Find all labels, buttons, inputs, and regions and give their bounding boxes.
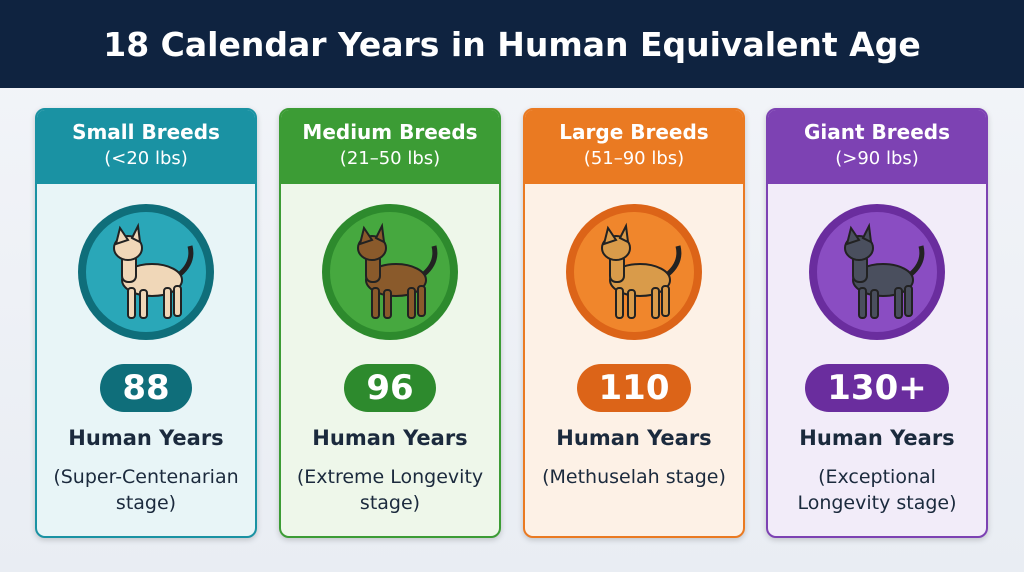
breed-name: Large Breeds xyxy=(559,120,709,144)
breed-name: Giant Breeds xyxy=(804,120,950,144)
breed-card: Medium Breeds (21–50 lbs) 96 Human Years (Ex… xyxy=(279,108,501,538)
age-unit: Human Years xyxy=(799,426,955,450)
dog-icon xyxy=(566,204,702,340)
age-unit: Human Years xyxy=(68,426,224,450)
breed-card: Small Breeds (<20 lbs) 88 Human Years (Super… xyxy=(35,108,257,538)
weight-range: (21–50 lbs) xyxy=(339,148,441,169)
weight-range: (<20 lbs) xyxy=(104,148,188,169)
age-badge: 110 xyxy=(576,364,692,412)
life-stage: (Extreme Longevity stage) xyxy=(296,466,484,514)
card-header: Small Breeds (<20 lbs) xyxy=(37,110,255,184)
dog-icon xyxy=(322,204,458,340)
age-badge: 96 xyxy=(344,364,436,412)
age-unit: Human Years xyxy=(312,426,468,450)
breed-name: Medium Breeds xyxy=(302,120,478,144)
breed-card: Giant Breeds (>90 lbs) 130+ Human Years (Exc… xyxy=(766,108,988,538)
life-stage: (Super-Centenarian stage) xyxy=(53,466,239,514)
weight-range: (>90 lbs) xyxy=(835,148,919,169)
card-header: Giant Breeds (>90 lbs) xyxy=(768,110,986,184)
life-stage: (Methuselah stage) xyxy=(542,466,726,488)
dog-icon xyxy=(809,204,945,340)
dog-icon xyxy=(78,204,214,340)
breed-card: Large Breeds (51–90 lbs) 110 Human Years (Me… xyxy=(523,108,745,538)
weight-range: (51–90 lbs) xyxy=(583,148,685,169)
breed-name: Small Breeds xyxy=(72,120,220,144)
header: 18 Calendar Years in Human Equivalent Ag… xyxy=(0,0,1024,88)
age-badge: 130+ xyxy=(805,364,949,412)
life-stage: (Exceptional Longevity stage) xyxy=(797,466,957,514)
age-badge: 88 xyxy=(100,364,192,412)
card-header: Medium Breeds (21–50 lbs) xyxy=(281,110,499,184)
card-header: Large Breeds (51–90 lbs) xyxy=(525,110,743,184)
title: 18 Calendar Years in Human Equivalent Ag… xyxy=(103,24,921,64)
age-unit: Human Years xyxy=(556,426,712,450)
